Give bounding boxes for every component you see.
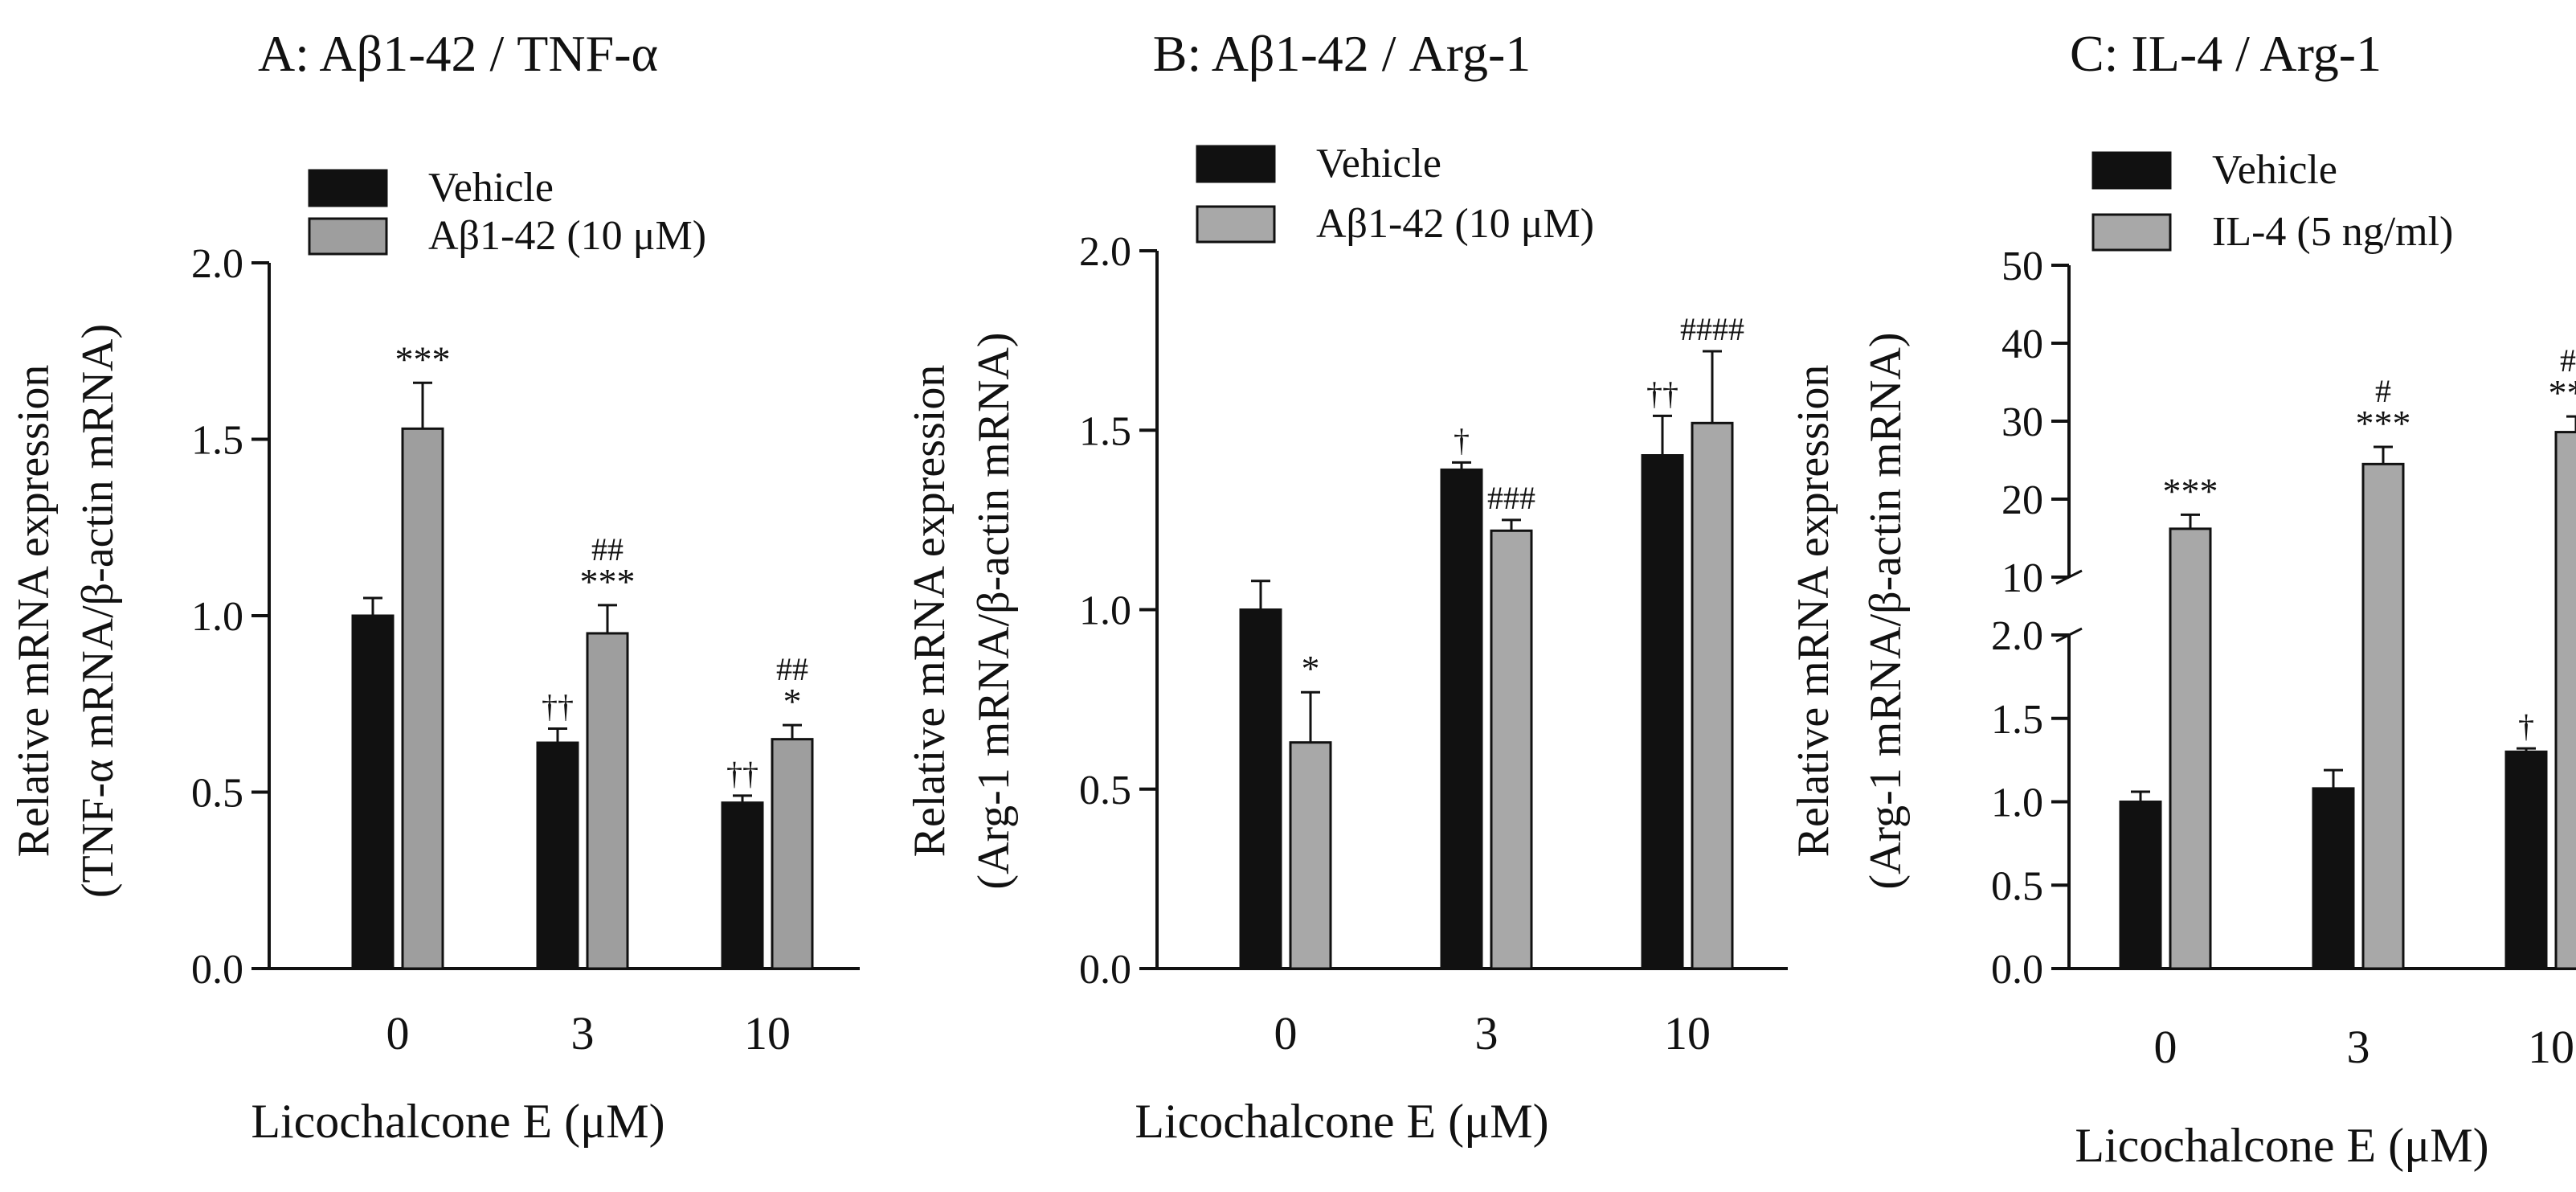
panel-a-bar-treated [771,738,814,970]
panel-a-significance-mark: *** [395,338,451,379]
panel-c-bar-treated [2169,527,2212,970]
panel-b-y-tick-label: 1.5 [1079,408,1131,454]
panel-b-significance-mark: † [1454,422,1470,458]
panel-a-bar-treated [586,632,629,970]
panel-c-y-tick-label: 0.0 [1991,947,2043,993]
panel-b-title: B: Aβ1-42 / Arg-1 [1153,25,1531,82]
panel-a-y-axis-title: Relative mRNA expression [9,365,59,858]
panel-c-y-tick-label: 20 [2002,477,2043,523]
panel-c-bar-treated [2361,462,2405,970]
panel-c-x-tick-label: 0 [2154,1021,2177,1073]
panel-c-y-tick-label: 1.0 [1991,780,2043,826]
panel-a-significance-mark: †† [726,756,758,792]
panel-b-legend-swatch-treated [1196,205,1276,244]
panel-c-legend-swatch-vehicle [2091,151,2172,190]
panel-a-y-tick-label: 2.0 [191,241,243,287]
panel-b-bar-treated [1691,421,1734,970]
panel-c-bar-vehicle [2119,801,2162,970]
panel-c-bar-vehicle [2312,787,2355,970]
panel-b-y-tick-label: 1.0 [1079,588,1131,634]
panel-a-legend-swatch-treated [308,217,388,256]
panel-a-y-tick-label: 0.5 [191,771,243,817]
panel-c-x-tick-label: 10 [2528,1021,2574,1073]
panel-c-bar-treated [2554,431,2576,970]
panel-b-x-tick-label: 0 [1274,1007,1298,1059]
panel-c-y-tick-label: 30 [2002,399,2043,445]
panel-b-bar-treated [1289,741,1332,970]
panel-b-legend-label: Aβ1-42 (10 μM) [1316,201,1594,247]
panel-a-legend-label: Aβ1-42 (10 μM) [428,213,706,259]
panel-a-bar-vehicle [351,614,395,970]
panel-b-x-tick-label: 10 [1664,1007,1711,1059]
panel-c-y-tick-label: 0.5 [1991,863,2043,909]
panel-b-bar-vehicle [1440,468,1483,970]
panel-c-y-axis-title: (Arg-1 mRNA/β-actin mRNA) [1861,332,1911,889]
panel-b-y-axis-title: (Arg-1 mRNA/β-actin mRNA) [969,332,1019,889]
panel-b-significance-mark: ### [1487,480,1535,516]
panel-a-significance-mark: * [783,681,802,722]
panel-b-bar-treated [1490,529,1533,970]
panel-a-x-axis-title: Licochalcone E (μM) [251,1095,664,1148]
panel-b-x-tick-label: 3 [1475,1007,1499,1059]
panel-c-significance-mark: † [2518,708,2534,744]
panel-b-significance-mark: * [1302,648,1320,689]
panel-a-bar-vehicle [536,741,579,970]
panel-b-legend-swatch-vehicle [1196,145,1276,183]
panel-a-significance-mark: ## [776,651,808,687]
panel-b-significance-mark: †† [1646,375,1678,412]
panel-b-y-tick-label: 0.0 [1079,947,1131,993]
panel-c-y-tick-label: 2.0 [1991,613,2043,659]
panel-c-y-axis-title: Relative mRNA expression [1789,365,1838,858]
panel-a-bar-vehicle [721,801,764,970]
panel-b-bar-vehicle [1239,608,1282,970]
panel-a-legend-swatch-vehicle [308,169,388,207]
panel-b-y-tick-label: 0.5 [1079,768,1131,813]
panel-c-y-tick-label: 50 [2002,244,2043,289]
panel-c-title: C: IL-4 / Arg-1 [2070,25,2382,82]
panel-c-significance-mark: *** [2356,403,2411,444]
panel-a-bar-treated [401,427,444,970]
panel-a-significance-mark: †† [542,688,574,724]
panel-c-y-tick-label: 40 [2002,322,2043,367]
panel-c-legend-label: IL-4 (5 ng/ml) [2212,209,2453,255]
panel-a-legend-label: Vehicle [428,165,554,211]
panel-c-y-tick-label: 1.5 [1991,697,2043,743]
panel-a-title: A: Aβ1-42 / TNF-α [258,25,658,82]
panel-b-significance-mark: #### [1680,311,1744,347]
panel-c-legend-label: Vehicle [2212,147,2337,193]
panel-c-significance-mark: # [2375,373,2391,409]
panel-a-x-tick-label: 3 [571,1007,595,1059]
panel-a-x-tick-label: 10 [744,1007,791,1059]
panel-b-y-tick-label: 2.0 [1079,229,1131,275]
panel-a-x-tick-label: 0 [386,1007,410,1059]
panel-c-legend-swatch-treated [2091,213,2172,252]
panel-c-significance-mark: *** [2163,470,2218,511]
panel-a-significance-mark: *** [580,561,636,602]
panel-c-bar-vehicle [2504,750,2548,970]
panel-a-significance-mark: ## [591,531,624,567]
panel-c-x-axis-title: Licochalcone E (μM) [2075,1119,2488,1172]
panel-c-significance-mark: ## [2560,342,2576,379]
panel-a-y-tick-label: 1.5 [191,418,243,464]
panel-a-y-tick-label: 0.0 [191,947,243,993]
panel-c-significance-mark: *** [2549,372,2576,413]
panel-a-y-axis-title: (TNF-α mRNA/β-actin mRNA) [73,324,123,898]
panel-c-x-tick-label: 3 [2347,1021,2370,1073]
panel-b-y-axis-title: Relative mRNA expression [905,365,955,858]
panel-b-x-axis-title: Licochalcone E (μM) [1135,1095,1548,1148]
panel-b-legend-label: Vehicle [1316,141,1441,186]
panel-c-y-tick-label: 10 [2002,555,2043,601]
panel-b-bar-vehicle [1641,454,1684,970]
panel-a-y-tick-label: 1.0 [191,594,243,640]
